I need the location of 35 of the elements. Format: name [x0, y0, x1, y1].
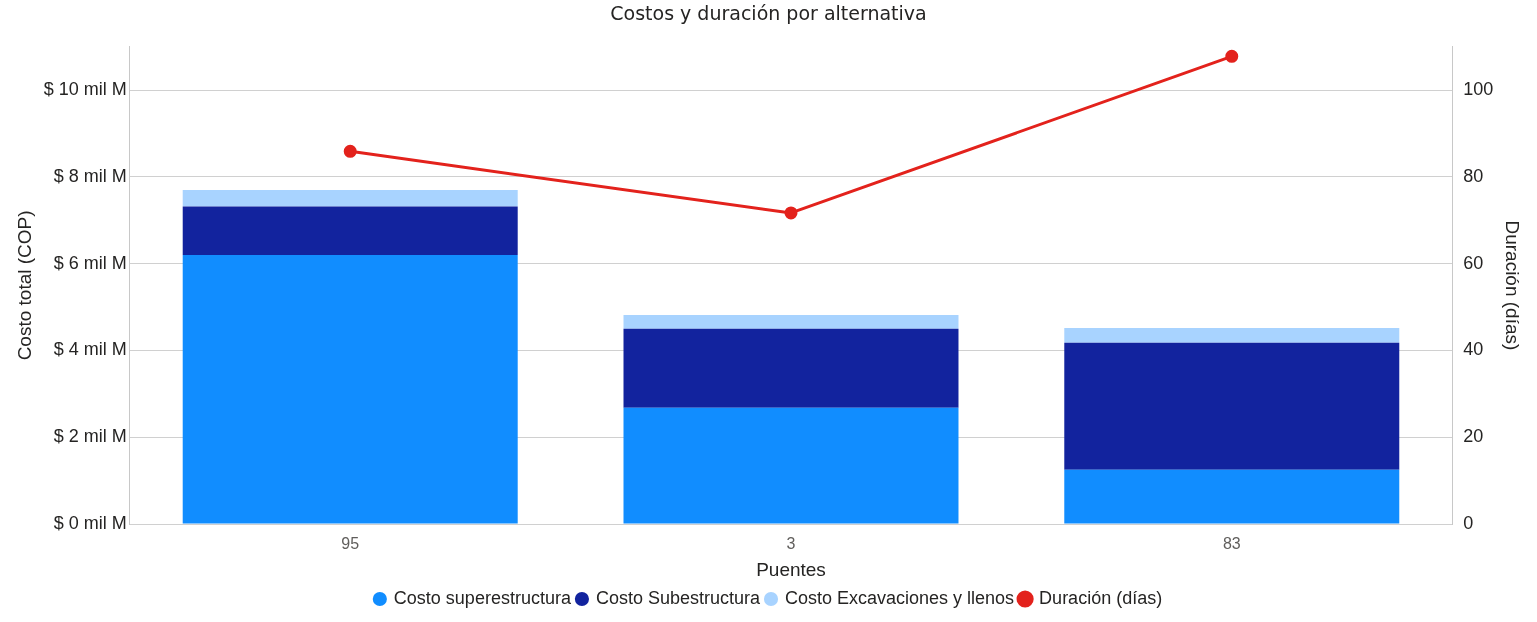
y2-tick-label: 80: [1463, 165, 1484, 186]
bar: [1064, 327, 1400, 343]
bar: [1064, 469, 1400, 524]
bar: [623, 407, 959, 524]
x-tick-label: 83: [1222, 535, 1241, 553]
bar: [623, 314, 959, 329]
y2-tick-label: 20: [1463, 426, 1484, 447]
y2-tick-label: 0: [1463, 512, 1474, 533]
point: [343, 144, 357, 158]
x-tick-label: 3: [786, 535, 796, 553]
chart-title: Costos y duración por alternativa: [610, 2, 927, 25]
point: [784, 206, 798, 220]
legend-label: Costo Excavaciones y llenos: [785, 587, 1015, 608]
y2-tick-label: 60: [1463, 252, 1484, 273]
bar: [182, 206, 518, 256]
legend-label: Costo superestructura: [393, 587, 572, 608]
y-tick-label: $ 8 mil M: [53, 165, 127, 186]
y2-tick-label: 40: [1463, 339, 1484, 360]
y-tick-label: $ 10 mil M: [43, 79, 127, 100]
y-tick-label: $ 4 mil M: [53, 339, 127, 360]
x-tick-label: 95: [341, 535, 360, 553]
bar: [182, 189, 518, 207]
y-tick-label: $ 2 mil M: [53, 426, 127, 447]
y2-tick-label: 100: [1463, 79, 1494, 100]
y2-axis-title: Duración (días): [1502, 220, 1524, 351]
legend-label: Costo Subestructura: [595, 587, 761, 608]
x-axis-title: Puentes: [756, 558, 826, 580]
y-tick-label: $ 6 mil M: [53, 252, 127, 273]
y-tick-label: $ 0 mil M: [53, 512, 127, 533]
y-axis-title: Costo total (COP): [13, 210, 35, 361]
bar: [182, 255, 518, 524]
bar: [623, 328, 959, 408]
bar: [1064, 342, 1400, 470]
point: [1225, 49, 1239, 63]
legend-label: Duración (días): [1039, 587, 1163, 608]
